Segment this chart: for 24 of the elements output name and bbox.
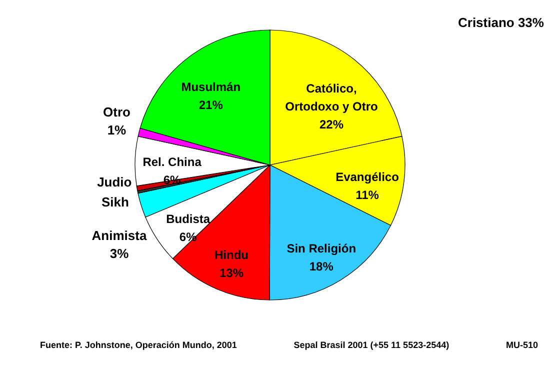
- slice-label: Budista: [166, 212, 210, 226]
- slice-label: Católico, Ortodoxo y Otro: [285, 82, 378, 114]
- data-label: 22%: [319, 118, 344, 132]
- source-note: Fuente: P. Johnstone, Operación Mundo, 2001: [40, 340, 237, 350]
- slice-label: Judio: [97, 174, 132, 190]
- data-label: 6%: [179, 230, 198, 244]
- slice-label: Sin Religión: [286, 241, 356, 256]
- data-label: 13%: [219, 266, 244, 280]
- slice-label: Sikh: [101, 194, 129, 210]
- slice-label: Hindu: [214, 248, 248, 262]
- data-label: 1%: [107, 122, 127, 138]
- slice-label: Musulmán: [181, 80, 241, 94]
- slice-label: Rel. China: [142, 155, 202, 170]
- text: MU-510: [506, 340, 538, 350]
- text: Sepal Brasil 2001 (+55 11 5523-2544): [294, 340, 450, 350]
- data-label: 11%: [356, 188, 380, 202]
- data-label: 21%: [198, 98, 224, 112]
- text: Cristiano 33%: [457, 14, 545, 32]
- data-label: 6%: [163, 173, 182, 188]
- slice-label: Otro: [102, 104, 130, 120]
- data-label: 18%: [309, 259, 334, 274]
- slice-label: Evangélico: [336, 170, 399, 184]
- slice-label: Animista: [92, 228, 148, 244]
- data-label: 3%: [110, 246, 130, 262]
